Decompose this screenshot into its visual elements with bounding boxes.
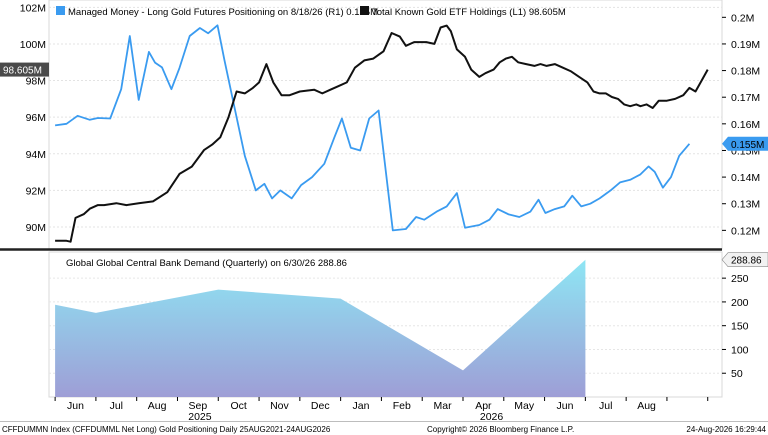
bottom-last-value: 288.86	[731, 256, 762, 267]
bottom-last-value-tag: 288.86	[721, 252, 768, 267]
right-axis: 0.2M0.19M0.18M0.17M0.16M0.15M0.14M0.13M0…	[722, 12, 760, 237]
x-tick-label: Jul	[110, 400, 123, 412]
legend-swatch-etf	[360, 6, 369, 15]
x-tick-label: Jun	[556, 400, 573, 412]
left-tick-label: 90M	[26, 222, 46, 234]
right-tick-label: 0.17M	[731, 92, 760, 104]
left-tick-label: 98M	[26, 76, 46, 88]
bottom-tick-label: 250	[731, 273, 749, 285]
x-tick-label: Dec	[311, 400, 330, 412]
top-panel	[48, 0, 723, 250]
futures-positioning-line	[54, 24, 691, 232]
legend-swatch-futures	[56, 6, 65, 15]
left-tick-label: 94M	[26, 149, 46, 161]
left-tick-label: 92M	[26, 185, 46, 197]
legend-label-etf: Total Known Gold ETF Holdings (L1) 98.60…	[372, 7, 566, 18]
right-tick-label: 0.12M	[731, 225, 760, 237]
right-tick-label: 0.14M	[731, 172, 760, 184]
right-tick-label: 0.19M	[731, 39, 760, 51]
left-last-value-tag: 98.605M	[0, 62, 49, 77]
right-tick-label: 0.2M	[731, 12, 754, 24]
x-tick-label: Jun	[67, 400, 84, 412]
x-axis: Jun Jul Aug Sep Oct Nov Dec Jan Feb Mar Apr May Jun J…	[54, 397, 709, 423]
left-last-value: 98.605M	[3, 66, 42, 77]
right-tick-label: 0.18M	[731, 66, 760, 78]
x-tick-label: Jan	[353, 400, 370, 412]
footer-timestamp: 24-Aug-2026 16:29:44	[686, 425, 766, 434]
central-bank-demand-area	[55, 259, 586, 397]
x-tick-label: Feb	[393, 400, 411, 412]
right-tick-label: 0.16M	[731, 119, 760, 131]
x-tick-label: Apr	[475, 400, 492, 412]
right-last-value-tag: 0.155M	[722, 136, 768, 151]
x-tick-label: Oct	[230, 400, 246, 412]
etf-holdings-line	[55, 24, 709, 243]
x-tick-label: Jul	[599, 400, 612, 412]
x-tick-label: Mar	[434, 400, 453, 412]
bottom-tick-label: 150	[731, 321, 749, 333]
left-tick-label: 96M	[26, 112, 46, 124]
x-tick-label: May	[514, 400, 535, 412]
bottom-right-axis: 250 200 150 100 50	[722, 273, 749, 380]
left-axis: 102M 100M 98M 96M 94M 92M 90M	[20, 2, 46, 234]
footer-copyright: Copyright© 2026 Bloomberg Finance L.P.	[427, 425, 574, 434]
bottom-tick-label: 50	[731, 368, 743, 380]
right-last-value: 0.155M	[731, 140, 764, 151]
x-tick-label: Nov	[270, 400, 289, 412]
x-year-label: 2025	[188, 411, 212, 423]
bottom-panel-title: Global Global Central Bank Demand (Quart…	[66, 258, 347, 269]
left-tick-label: 100M	[20, 39, 46, 51]
bottom-tick-label: 100	[731, 344, 749, 356]
left-tick-label: 102M	[20, 2, 46, 14]
x-year-label: 2026	[480, 411, 504, 423]
footer-source: CFFDUMMN Index (CFFDUMML Net Long) Gold …	[2, 425, 331, 434]
legend: Managed Money - Long Gold Futures Positi…	[56, 6, 566, 18]
right-tick-label: 0.13M	[731, 199, 760, 211]
legend-label-futures: Managed Money - Long Gold Futures Positi…	[68, 7, 378, 18]
x-tick-label: Aug	[148, 400, 167, 412]
x-tick-label: Aug	[637, 400, 656, 412]
x-tick-label: Sep	[189, 400, 208, 412]
bottom-tick-label: 200	[731, 297, 749, 309]
